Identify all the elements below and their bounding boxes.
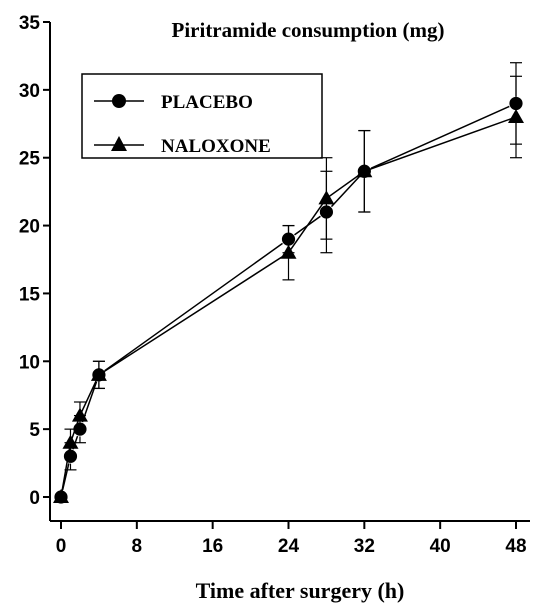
- y-tick-label: 5: [29, 420, 40, 441]
- y-tick-label: 20: [19, 217, 40, 238]
- legend-marker-placebo: [112, 94, 126, 108]
- data-point-triangle: [318, 190, 335, 205]
- legend-label-placebo: PLACEBO: [161, 92, 253, 113]
- series-naloxone: [53, 75, 524, 503]
- y-tick-label: 25: [19, 149, 41, 170]
- y-tick-label: 0: [29, 488, 40, 509]
- x-axis-title: Time after surgery (h): [196, 578, 405, 603]
- y-tick-label: 30: [19, 81, 40, 102]
- legend: PLACEBO NALOXONE: [81, 73, 323, 159]
- y-tick-label: 10: [19, 352, 40, 373]
- data-point-triangle: [508, 109, 524, 123]
- data-point-triangle: [53, 489, 69, 503]
- data-point-triangle: [356, 163, 373, 178]
- series-line: [60, 102, 517, 498]
- legend-marker-naloxone: [111, 136, 127, 151]
- legend-label-naloxone: NALOXONE: [161, 136, 271, 157]
- data-point-triangle: [280, 244, 297, 259]
- x-tick-label: 40: [430, 536, 451, 557]
- series-line: [60, 116, 517, 498]
- x-tick-label: 24: [278, 536, 300, 557]
- x-tick-label: 8: [132, 536, 143, 557]
- x-tick-label: 0: [56, 536, 67, 557]
- data-point-triangle: [71, 407, 88, 422]
- data-point-triangle: [90, 366, 107, 381]
- chart-title: Piritramide consumption (mg): [172, 18, 445, 42]
- x-tick-label: 48: [505, 536, 526, 557]
- x-tick-label: 16: [202, 536, 223, 557]
- y-tick-label: 15: [19, 284, 41, 305]
- x-tick-label: 32: [354, 536, 375, 557]
- y-tick-label: 35: [19, 13, 41, 34]
- data-point-triangle: [62, 434, 79, 449]
